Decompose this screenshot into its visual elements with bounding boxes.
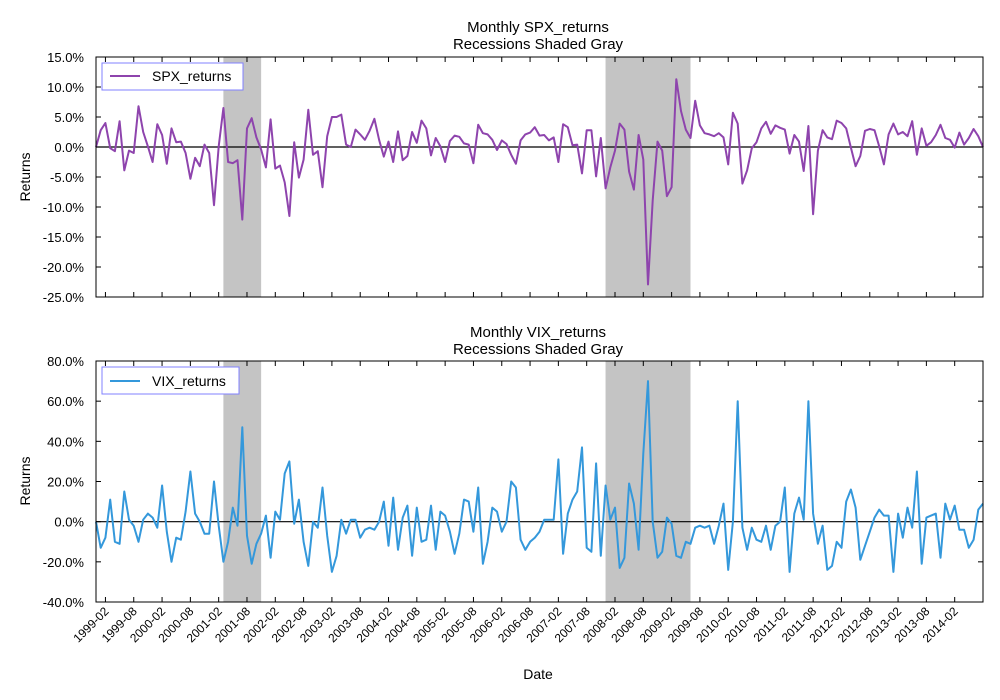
recession-band — [223, 57, 262, 297]
x-date-tick-labels: 1999-021999-082000-022000-082001-022001-… — [71, 604, 962, 645]
vix-y-axis-label: Returns — [17, 456, 33, 505]
y-tick-label: 80.0% — [47, 354, 84, 369]
y-tick-label: -15.0% — [43, 230, 85, 245]
y-tick-label: 5.0% — [54, 110, 84, 125]
y-tick-label: 40.0% — [47, 434, 84, 449]
y-tick-label: 0.0% — [54, 140, 84, 155]
spx-y-axis-label: Returns — [17, 152, 33, 201]
series-line — [95, 380, 984, 573]
y-tick-label: -20.0% — [43, 555, 85, 570]
vix-chart-panel: Monthly VIX_returns Recessions Shaded Gr… — [17, 324, 984, 610]
vix-y-ticks: 80.0% 60.0% 40.0% 20.0% 0.0% -20.0% -40.0% — [43, 354, 983, 610]
vix-chart-subtitle: Recessions Shaded Gray — [453, 341, 624, 358]
y-tick-label: 20.0% — [47, 475, 84, 490]
spx-chart-panel: Monthly SPX_returns Recessions Shaded Gr… — [17, 19, 984, 305]
y-tick-label: 0.0% — [54, 515, 84, 530]
spx-legend: SPX_returns — [101, 62, 244, 91]
spx-legend-box — [101, 62, 244, 91]
y-tick-label: 10.0% — [47, 80, 84, 95]
vix-legend-label: VIX_returns — [152, 373, 226, 389]
recession-band — [223, 361, 262, 602]
y-tick-label: -10.0% — [43, 200, 85, 215]
vix-series — [95, 380, 984, 573]
spx-y-ticks: 15.0% 10.0% 5.0% 0.0% -5.0% -10.0% -15.0% -20.0… — [43, 50, 983, 305]
spx-chart-title: Monthly SPX_returns — [467, 19, 609, 36]
series-line — [95, 78, 984, 286]
y-tick-label: -5.0% — [50, 170, 84, 185]
spx-series — [95, 78, 984, 286]
spx-legend-label: SPX_returns — [152, 68, 231, 84]
x-axis-label: Date — [523, 666, 553, 682]
vix-legend: VIX_returns — [101, 366, 240, 395]
vix-x-ticks — [104, 361, 956, 602]
spx-recession-shading — [223, 57, 691, 297]
y-tick-label: -25.0% — [43, 290, 85, 305]
spx-chart-subtitle: Recessions Shaded Gray — [453, 36, 624, 53]
y-tick-label: 15.0% — [47, 50, 84, 65]
vix-chart-title: Monthly VIX_returns — [470, 324, 606, 341]
spx-x-ticks — [104, 57, 956, 297]
y-tick-label: 60.0% — [47, 394, 84, 409]
y-tick-label: -40.0% — [43, 595, 85, 610]
y-tick-label: -20.0% — [43, 260, 85, 275]
